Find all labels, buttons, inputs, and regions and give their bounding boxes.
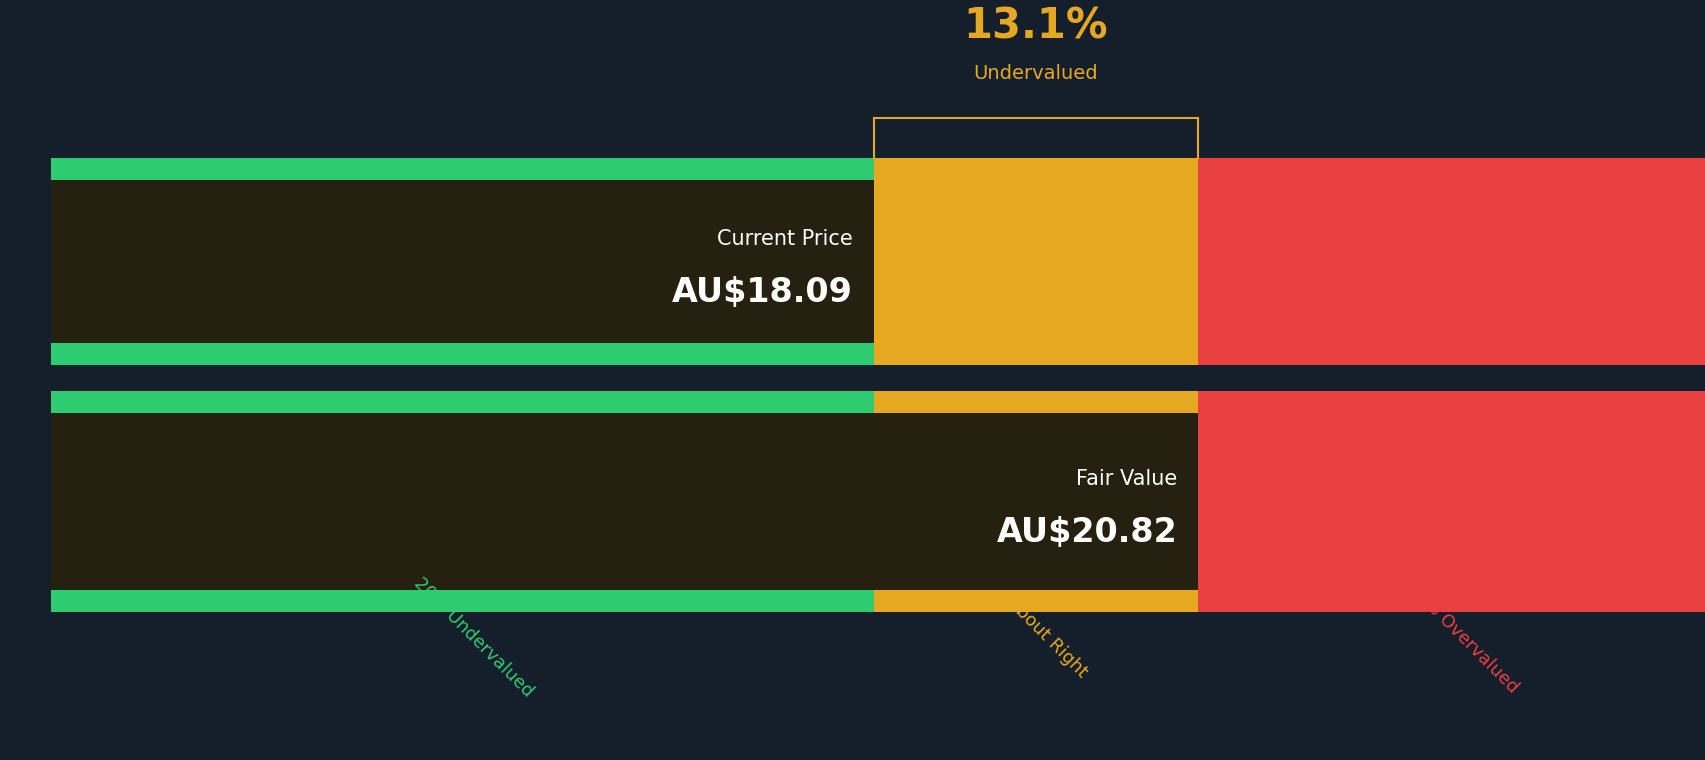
- Text: 20% Overvalued: 20% Overvalued: [1403, 578, 1521, 696]
- Text: Current Price: Current Price: [718, 230, 852, 249]
- Text: About Right: About Right: [1003, 593, 1089, 681]
- Bar: [51, 158, 873, 365]
- Bar: [1197, 391, 1705, 613]
- Text: AU$18.09: AU$18.09: [672, 276, 852, 309]
- Text: Fair Value: Fair Value: [1076, 470, 1176, 489]
- Text: 13.1%: 13.1%: [963, 5, 1108, 47]
- Text: 20% Undervalued: 20% Undervalued: [409, 574, 535, 701]
- Bar: [51, 180, 873, 343]
- Bar: [51, 158, 873, 180]
- Bar: [873, 391, 1197, 613]
- Bar: [873, 158, 1197, 365]
- Bar: [51, 343, 873, 365]
- Bar: [51, 391, 873, 413]
- Text: Undervalued: Undervalued: [974, 65, 1098, 84]
- Text: AU$20.82: AU$20.82: [996, 516, 1176, 549]
- Bar: [51, 413, 1197, 591]
- Bar: [51, 591, 873, 613]
- Bar: [51, 391, 873, 613]
- Bar: [1197, 158, 1705, 365]
